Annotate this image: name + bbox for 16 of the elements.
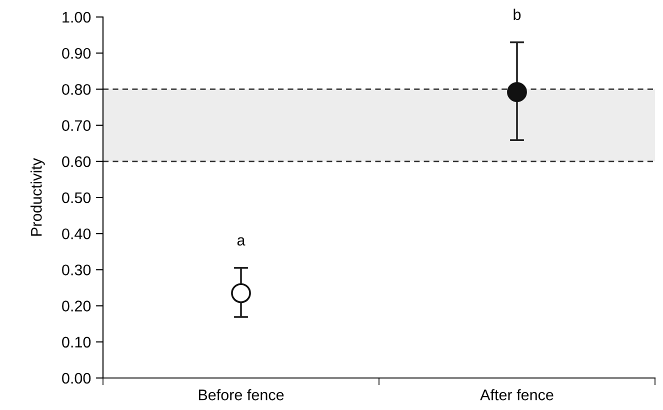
y-tick-label: 0.10 bbox=[62, 336, 91, 348]
y-tick-label: 0.70 bbox=[62, 120, 91, 131]
y-tick-label: 0.30 bbox=[62, 264, 91, 276]
y-tick-label: 0.60 bbox=[62, 156, 91, 168]
y-axis-title: Productivity bbox=[30, 158, 45, 236]
annotation: a bbox=[237, 237, 246, 246]
y-tick-label: 0.80 bbox=[62, 84, 91, 95]
y-tick-label: 0.20 bbox=[62, 300, 91, 312]
y-tick-label: 0.50 bbox=[62, 192, 91, 204]
y-tick-label: 1.00 bbox=[62, 12, 91, 23]
annotation: b bbox=[514, 8, 521, 20]
y-tick-label: 0.40 bbox=[62, 228, 91, 240]
y-tick-label: 0.00 bbox=[62, 372, 91, 384]
x-tick-label: After fence bbox=[480, 389, 554, 400]
y-tick-label: 0.90 bbox=[62, 48, 91, 59]
x-tick-label: Before fence bbox=[198, 389, 284, 400]
